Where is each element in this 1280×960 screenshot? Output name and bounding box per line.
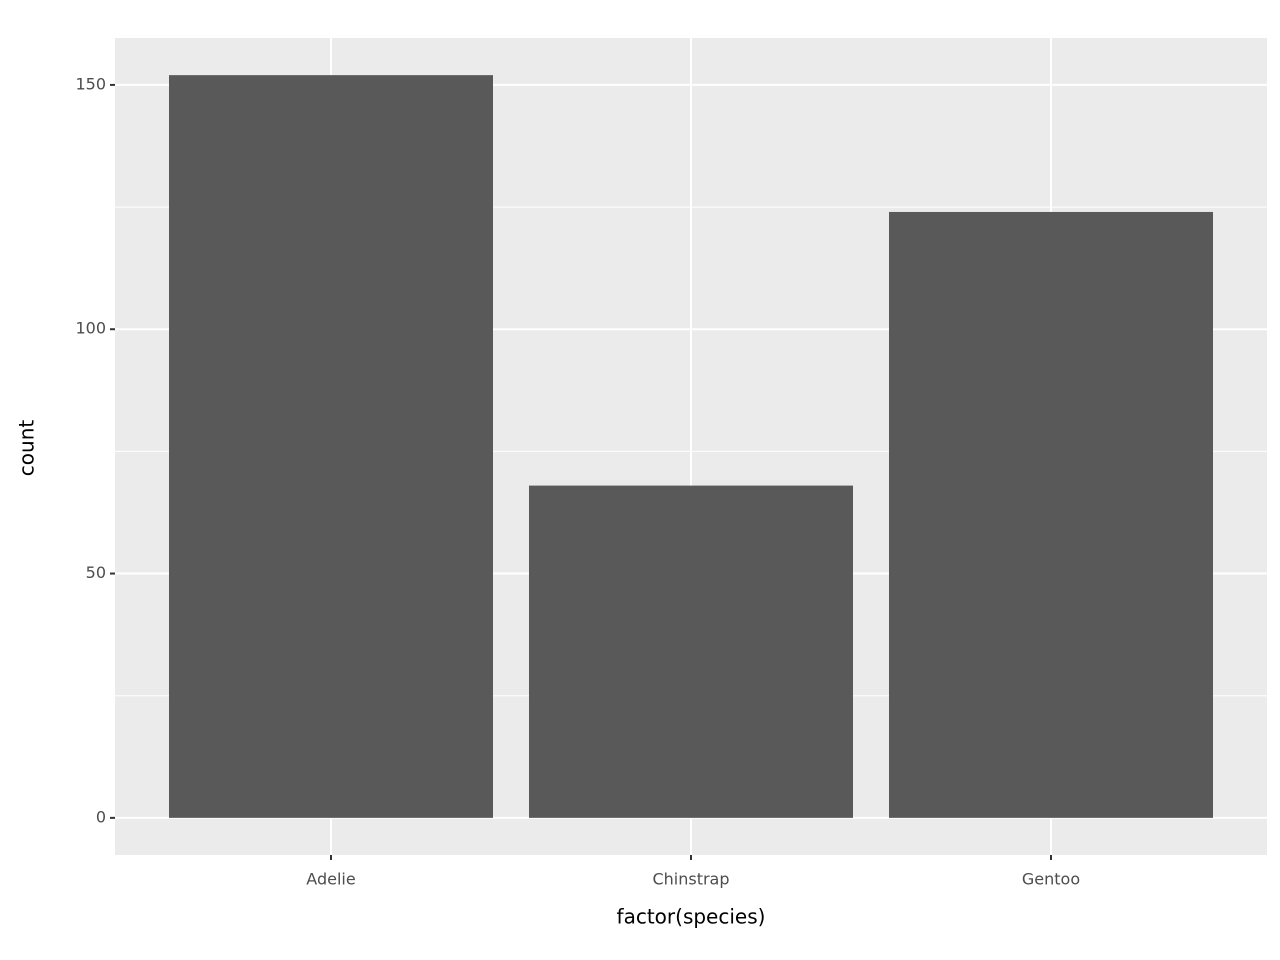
bar [169,75,493,818]
x-tick-label: Chinstrap [652,870,729,889]
y-tick-label: 50 [86,563,106,582]
x-tick-label: Adelie [306,870,355,889]
y-tick-label: 100 [75,319,106,338]
y-tick-label: 0 [96,807,106,826]
y-axis-title: count [15,420,39,477]
bar [529,485,853,818]
x-axis-title: factor(species) [617,905,766,929]
bar [889,211,1213,818]
x-tick-label: Gentoo [1022,870,1080,889]
y-tick-label: 150 [75,74,106,93]
